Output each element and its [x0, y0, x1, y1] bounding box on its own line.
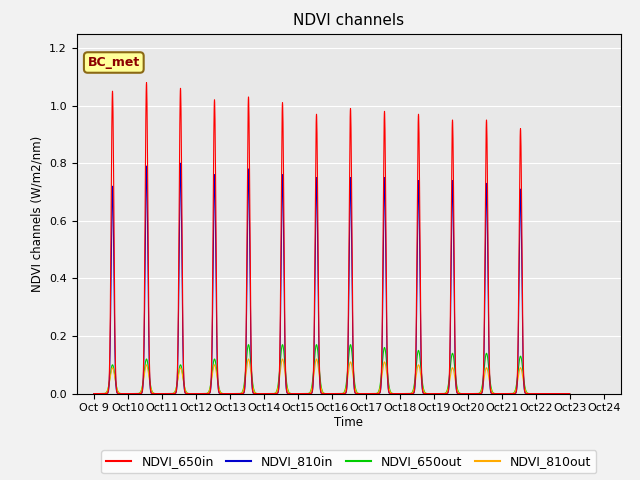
NDVI_650out: [465, 391, 472, 396]
NDVI_810in: [177, 160, 184, 166]
Y-axis label: NDVI channels (W/m2/nm): NDVI channels (W/m2/nm): [31, 135, 44, 292]
NDVI_810out: [244, 356, 252, 362]
NDVI_810out: [566, 391, 573, 396]
Title: NDVI channels: NDVI channels: [293, 13, 404, 28]
NDVI_810out: [563, 391, 570, 396]
NDVI_810out: [305, 391, 312, 396]
NDVI_650in: [267, 391, 275, 396]
NDVI_810in: [378, 361, 386, 367]
X-axis label: Time: Time: [334, 416, 364, 429]
Legend: NDVI_650in, NDVI_810in, NDVI_650out, NDVI_810out: NDVI_650in, NDVI_810in, NDVI_650out, NDV…: [101, 450, 596, 473]
NDVI_650in: [563, 391, 570, 396]
NDVI_810out: [482, 367, 490, 373]
NDVI_810in: [267, 391, 275, 396]
NDVI_810out: [267, 391, 275, 396]
Line: NDVI_650out: NDVI_650out: [94, 345, 570, 394]
NDVI_650out: [244, 342, 252, 348]
NDVI_650out: [267, 391, 275, 396]
NDVI_650in: [465, 391, 472, 396]
Line: NDVI_810out: NDVI_810out: [94, 359, 570, 394]
NDVI_650out: [566, 391, 573, 396]
NDVI_810in: [482, 232, 490, 238]
NDVI_650out: [482, 354, 490, 360]
NDVI_650out: [378, 367, 386, 372]
NDVI_810in: [566, 391, 573, 396]
NDVI_810in: [305, 391, 312, 396]
NDVI_650in: [566, 391, 573, 396]
NDVI_650out: [305, 391, 312, 396]
NDVI_650in: [143, 80, 150, 85]
Line: NDVI_650in: NDVI_650in: [94, 83, 570, 394]
NDVI_810in: [90, 391, 98, 396]
NDVI_650in: [305, 391, 312, 396]
NDVI_650out: [563, 391, 570, 396]
NDVI_650in: [90, 391, 98, 396]
Line: NDVI_810in: NDVI_810in: [94, 163, 570, 394]
Text: BC_met: BC_met: [88, 56, 140, 69]
NDVI_810in: [563, 391, 570, 396]
NDVI_650in: [482, 184, 490, 190]
NDVI_810out: [378, 374, 386, 380]
NDVI_810out: [465, 391, 472, 396]
NDVI_650in: [378, 352, 386, 358]
NDVI_810out: [90, 391, 98, 396]
NDVI_650out: [90, 391, 98, 396]
NDVI_810in: [465, 391, 472, 396]
